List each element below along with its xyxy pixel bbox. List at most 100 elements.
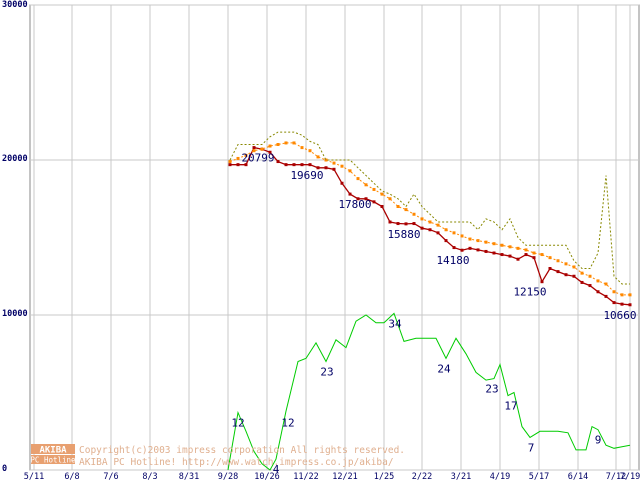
point-price-average xyxy=(484,240,488,244)
point-price-lowest xyxy=(364,197,368,201)
point-price-average xyxy=(332,161,336,165)
data-label-shop-count: 12 xyxy=(281,417,294,430)
data-label-price-lowest: 19690 xyxy=(290,169,323,182)
x-tick-label: 6/14 xyxy=(568,472,588,480)
y-tick-label: 30000 xyxy=(2,0,28,10)
x-tick-label: 11/22 xyxy=(293,472,319,480)
point-price-average xyxy=(268,144,272,148)
x-tick-label: 8/31 xyxy=(179,472,199,480)
y-tick-label: 10000 xyxy=(2,309,28,319)
x-tick-label: 8/3 xyxy=(142,472,157,480)
point-price-average xyxy=(236,156,240,160)
logo-bottom-box xyxy=(31,455,75,464)
x-tick-label: 12/21 xyxy=(332,472,358,480)
point-price-lowest xyxy=(540,280,544,284)
x-tick-label: 6/8 xyxy=(64,472,79,480)
point-price-lowest xyxy=(524,253,528,257)
point-price-average xyxy=(476,239,480,243)
point-price-lowest xyxy=(436,231,440,235)
logo-top-box xyxy=(31,444,75,454)
x-tick-label: 5/11 xyxy=(24,472,44,480)
point-price-average xyxy=(396,205,400,208)
point-price-average xyxy=(540,253,544,257)
data-label-price-lowest: 15880 xyxy=(387,228,420,241)
data-label-shop-count: 24 xyxy=(437,362,451,375)
logo-top-text: AKIBA xyxy=(39,446,67,456)
data-label-shop-count: 17 xyxy=(504,400,517,413)
point-price-lowest xyxy=(252,146,256,150)
data-label-shop-count: 7 xyxy=(528,441,535,454)
point-price-average xyxy=(492,242,496,246)
point-price-average xyxy=(548,256,552,260)
point-price-average xyxy=(308,149,312,153)
hotline-text: AKIBA PC Hotline! http://www.watch.impre… xyxy=(79,457,394,468)
grid xyxy=(29,4,640,471)
point-price-average xyxy=(316,155,320,159)
x-tick-label: 7/12 xyxy=(606,472,626,480)
point-price-average xyxy=(388,197,392,201)
point-price-average xyxy=(500,243,504,247)
point-price-lowest xyxy=(508,254,512,258)
point-price-lowest xyxy=(300,163,304,167)
x-tick-label: 2/22 xyxy=(412,472,432,480)
logo-bottom-text: PC Hotline xyxy=(30,456,76,465)
point-price-lowest xyxy=(332,167,336,171)
point-price-average xyxy=(372,187,376,191)
point-price-average xyxy=(628,293,632,297)
point-price-lowest xyxy=(324,166,328,170)
x-tick-label: 9/28 xyxy=(218,472,238,480)
point-price-average xyxy=(228,160,232,164)
point-price-average xyxy=(604,282,608,286)
point-price-lowest xyxy=(380,205,384,208)
point-price-lowest xyxy=(460,248,464,252)
x-tick-label: 5/17 xyxy=(529,472,549,480)
series-line-price-average xyxy=(229,142,630,296)
point-price-lowest xyxy=(532,256,536,260)
data-label-shop-count: 9 xyxy=(595,434,602,447)
point-price-lowest xyxy=(628,303,632,307)
point-price-lowest xyxy=(236,163,240,167)
point-price-lowest xyxy=(564,273,568,277)
point-price-average xyxy=(436,223,440,227)
point-price-average xyxy=(564,262,568,266)
x-tick-label: 1/25 xyxy=(374,472,394,480)
point-price-lowest xyxy=(396,222,400,226)
point-price-lowest xyxy=(452,246,456,250)
point-price-average xyxy=(572,265,576,269)
point-price-lowest xyxy=(268,150,272,154)
point-price-average xyxy=(364,183,368,187)
point-price-lowest xyxy=(244,163,248,167)
point-price-lowest xyxy=(284,163,288,167)
point-price-lowest xyxy=(420,226,424,230)
point-price-lowest xyxy=(356,197,360,201)
copyright-text: Copyright(c)2003 impress corporation All… xyxy=(79,445,405,456)
data-label-shop-count: 34 xyxy=(388,317,402,330)
y-tick-label: 0 xyxy=(2,464,7,474)
point-price-average xyxy=(276,143,280,146)
data-label-shop-count: 23 xyxy=(485,383,498,396)
point-price-average xyxy=(244,153,248,157)
point-price-lowest xyxy=(548,267,552,270)
point-price-average xyxy=(380,192,384,196)
point-price-average xyxy=(324,158,328,162)
point-price-lowest xyxy=(500,253,504,257)
point-price-average xyxy=(588,274,592,278)
point-price-lowest xyxy=(580,280,584,284)
point-price-lowest xyxy=(572,274,576,278)
point-price-average xyxy=(348,169,352,173)
point-price-lowest xyxy=(516,257,520,261)
point-price-lowest xyxy=(444,239,448,243)
point-price-lowest xyxy=(316,166,320,170)
plot-frame xyxy=(29,4,640,471)
data-label-price-lowest: 20799 xyxy=(241,152,274,165)
data-label-shop-count: 4 xyxy=(273,463,280,476)
point-price-lowest xyxy=(228,163,232,167)
data-labels: 20799 19690 17800 15880 14180 12150 10660 12 4 12… xyxy=(231,152,636,477)
point-price-average xyxy=(300,146,304,150)
point-price-average xyxy=(556,259,560,263)
point-price-average xyxy=(356,177,360,181)
point-price-lowest xyxy=(476,248,480,252)
